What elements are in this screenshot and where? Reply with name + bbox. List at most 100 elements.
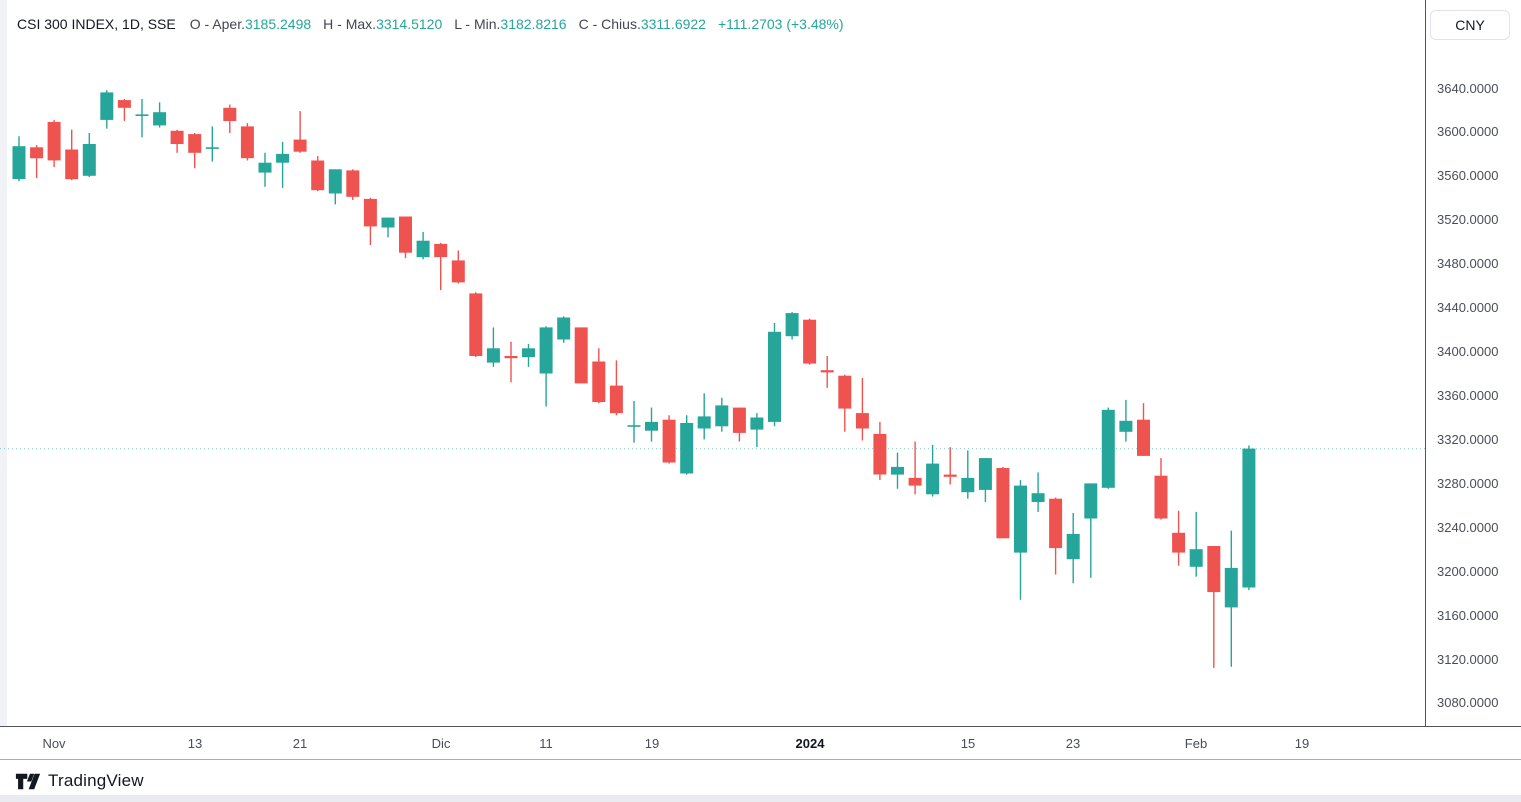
candle-body <box>1137 419 1150 456</box>
candle <box>645 407 658 442</box>
candle <box>117 99 131 121</box>
candle-body <box>1189 549 1203 567</box>
currency-button[interactable]: CNY <box>1430 10 1510 40</box>
candle <box>135 99 149 138</box>
candle-body <box>873 433 887 475</box>
price-axis-label: 3400.0000 <box>1437 344 1499 359</box>
candle-body <box>855 413 869 429</box>
chart-widget: CSI 300 INDEX, 1D, SSE O - Aper.3185.249… <box>0 0 1521 761</box>
candle <box>891 452 904 489</box>
candle-body <box>100 92 114 120</box>
candle <box>153 102 167 128</box>
time-axis-label: 11 <box>539 736 553 751</box>
candle <box>715 397 729 432</box>
candle <box>1172 510 1186 566</box>
candle-body <box>30 147 44 159</box>
candle-body <box>803 319 817 364</box>
price-axis-label: 3200.0000 <box>1437 564 1499 579</box>
candle-body <box>1207 546 1221 593</box>
candle <box>1049 497 1063 575</box>
price-axis-label: 3320.0000 <box>1437 432 1499 447</box>
ohlc-item: C - Chius.3311.6922 <box>579 15 706 33</box>
candle-body <box>1066 533 1080 560</box>
candle-body <box>943 474 957 477</box>
candle <box>838 374 852 432</box>
candle-body <box>1242 448 1256 588</box>
candle <box>223 104 237 133</box>
candle-body <box>258 162 272 173</box>
candle-body <box>363 198 377 227</box>
candle-body <box>153 112 167 126</box>
candle <box>240 123 254 161</box>
candle <box>65 129 79 181</box>
candle-body <box>293 139 307 152</box>
candle-body <box>1101 409 1115 488</box>
candle-body <box>820 370 834 373</box>
time-axis-label: 2024 <box>795 736 825 751</box>
candle <box>785 312 799 340</box>
time-axis-label: 13 <box>187 736 203 751</box>
price-axis-label: 3440.0000 <box>1437 300 1499 315</box>
ohlc-label: C - Chius. <box>578 16 641 32</box>
time-axis[interactable]: Nov 13 21 Dic 11 19 2024 15 23 Feb 19 <box>0 726 1521 760</box>
candle <box>522 343 535 367</box>
ohlc-label: H - Max. <box>323 16 377 32</box>
tradingview-logo-link[interactable]: TradingView <box>15 771 144 791</box>
bottom-strip <box>0 795 1521 802</box>
candle <box>416 231 430 260</box>
candle <box>381 217 395 238</box>
candle <box>996 466 1010 539</box>
candle-body <box>328 169 342 194</box>
price-axis-label: 3560.0000 <box>1437 168 1499 183</box>
candle <box>557 316 571 343</box>
candle <box>188 133 202 169</box>
ohlc-values: O - Aper.3185.2498 H - Max.3314.5120 L - M… <box>190 15 718 33</box>
price-axis-label: 3240.0000 <box>1437 520 1499 535</box>
candle <box>47 119 61 168</box>
time-axis-label: 23 <box>1065 736 1081 751</box>
price-axis-label: 3520.0000 <box>1437 212 1499 227</box>
candle-body <box>645 421 658 431</box>
left-edge-strip <box>0 0 7 726</box>
symbol-title[interactable]: CSI 300 INDEX, 1D, SSE <box>17 16 176 32</box>
time-axis-label: Nov <box>42 736 66 751</box>
candlestick-plot[interactable] <box>0 0 1425 726</box>
candle <box>943 447 957 485</box>
candle <box>434 242 448 291</box>
candle <box>328 169 342 205</box>
candle <box>627 401 641 443</box>
candle-body <box>416 240 430 258</box>
candle <box>1189 511 1203 577</box>
candle-body <box>240 126 254 159</box>
candle-body <box>838 375 852 409</box>
candle <box>609 360 623 416</box>
candle <box>504 341 518 383</box>
candle <box>1066 513 1080 584</box>
candle-body <box>609 385 623 414</box>
ohlc-label: O - Aper. <box>189 16 245 32</box>
candle <box>1242 445 1256 591</box>
candle <box>592 348 606 404</box>
candle-body <box>961 477 975 493</box>
time-axis-label: 21 <box>292 736 308 751</box>
candle <box>908 441 922 495</box>
candle <box>1154 458 1168 520</box>
candle-body <box>908 477 922 486</box>
candle-body <box>311 160 325 191</box>
candle-body <box>346 170 360 197</box>
candle <box>399 216 412 259</box>
candle-body <box>732 407 746 433</box>
candle-body <box>1084 483 1098 519</box>
price-axis-label: 3280.0000 <box>1437 476 1499 491</box>
price-axis[interactable]: CNY 3640.0000 3600.0000 3560.0000 3520.0000… <box>1425 0 1521 760</box>
candle-body <box>188 134 202 153</box>
candle-body <box>768 331 781 422</box>
candle-body <box>1119 420 1133 432</box>
candle-body <box>223 107 237 121</box>
candle-body <box>557 317 571 340</box>
symbol-legend: CSI 300 INDEX, 1D, SSE O - Aper.3185.249… <box>17 15 844 33</box>
candle-body <box>574 327 588 384</box>
time-axis-label: 19 <box>644 736 660 751</box>
tradingview-logo-icon <box>15 773 41 789</box>
candle-body <box>1031 493 1045 502</box>
